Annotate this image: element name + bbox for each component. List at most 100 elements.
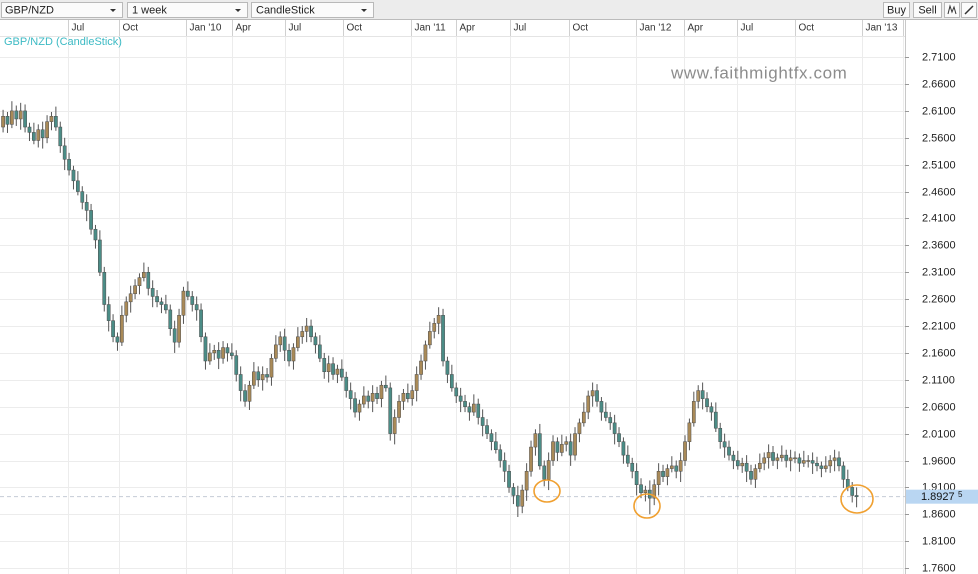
candle-body	[208, 352, 212, 362]
candle-body	[128, 293, 133, 303]
button-box[interactable]	[944, 2, 960, 18]
x-tick-label: Apr	[236, 23, 252, 34]
candle-body	[612, 422, 617, 434]
series-label: GBP/NZD (CandleStick)	[4, 36, 122, 48]
candle-body	[568, 441, 573, 456]
candle-body	[498, 449, 503, 461]
candle-body	[287, 349, 291, 362]
candle-body	[850, 487, 855, 496]
candle-body	[203, 336, 208, 362]
draw-button[interactable]	[961, 2, 977, 18]
candle-body	[159, 301, 164, 305]
candle-body	[590, 390, 595, 397]
annotations	[533, 479, 874, 519]
candle-body	[84, 202, 89, 211]
buy-button[interactable]: Buy	[883, 2, 910, 18]
candle-body	[269, 358, 274, 378]
last-price-digit: 5	[958, 490, 963, 499]
candle-body	[533, 433, 538, 448]
candle-body	[669, 465, 674, 469]
y-tick-label: 2.2100	[922, 320, 956, 332]
icon	[947, 4, 957, 15]
candle-body	[10, 110, 14, 125]
candle-body	[186, 290, 190, 297]
candle-body	[212, 349, 217, 354]
candle-body	[23, 110, 27, 128]
candle-body	[98, 239, 102, 273]
icon	[964, 5, 974, 15]
candle-body	[757, 462, 762, 469]
candle-body	[775, 457, 780, 461]
candle-body	[784, 454, 789, 461]
button-box[interactable]	[883, 2, 910, 18]
candle-body	[801, 460, 806, 464]
candle-body	[370, 393, 375, 402]
candle-body	[463, 401, 467, 407]
candle-body	[665, 468, 670, 477]
dropdown-arrow	[110, 9, 116, 12]
candle-body	[124, 301, 129, 316]
interval-select[interactable]: 1 week	[127, 2, 248, 18]
candle-body	[709, 406, 714, 413]
candle-body	[234, 355, 239, 375]
candle-body	[577, 422, 582, 434]
x-tick-label: Oct	[347, 23, 363, 34]
candle-body	[190, 296, 195, 305]
candle-body	[423, 344, 428, 362]
candle-body	[300, 331, 305, 338]
y-tick-label: 2.4100	[922, 212, 956, 224]
candle-body	[691, 401, 696, 424]
candle-body	[485, 425, 489, 434]
candle-body	[76, 180, 80, 192]
price-axis: 2.7100 2.6600 2.6100 2.5600 2.5100 2.4600 2.41…	[905, 51, 978, 574]
candle-body	[45, 121, 49, 139]
candle-body	[458, 395, 463, 402]
candle-body	[62, 145, 67, 160]
x-tick-label: Oct	[573, 23, 589, 34]
select-box[interactable]	[127, 2, 248, 18]
candle-body	[177, 315, 181, 343]
indicator-button[interactable]	[944, 2, 960, 18]
candle-body	[749, 471, 753, 480]
select-box[interactable]	[251, 2, 374, 18]
candle-body	[5, 116, 10, 125]
candle-body	[564, 441, 569, 445]
style-select[interactable]: CandleStick	[251, 2, 374, 18]
candle-body	[410, 390, 415, 399]
candle-body	[339, 368, 344, 378]
candle-body	[36, 129, 41, 141]
candle-body	[771, 452, 775, 461]
candle-body	[150, 288, 155, 297]
candle-body	[700, 390, 705, 399]
candle-body	[256, 371, 261, 381]
sell-button[interactable]: Sell	[913, 2, 942, 18]
y-tick-label: 1.8100	[922, 535, 956, 547]
candle-body	[828, 460, 833, 467]
candle-body	[625, 454, 630, 464]
x-tick-label: Apr	[460, 23, 476, 34]
y-tick-label: 2.7100	[922, 51, 956, 63]
candle-body	[819, 465, 824, 469]
symbol-select[interactable]: GBP/NZD	[1, 2, 123, 18]
candle-body	[502, 460, 507, 472]
candle-body	[436, 315, 441, 324]
candle-body	[344, 376, 349, 391]
buy-label: Buy	[887, 4, 906, 16]
candle-body	[793, 457, 797, 460]
candle-body	[181, 290, 186, 316]
button-box[interactable]	[913, 2, 942, 18]
candle-body	[304, 325, 309, 332]
y-tick-label: 2.3100	[922, 266, 956, 278]
candle-body	[507, 471, 511, 488]
candle-body	[296, 336, 300, 348]
x-tick-label: Oct	[799, 23, 815, 34]
candle-body	[397, 401, 401, 418]
candle-body	[379, 384, 384, 399]
select-box[interactable]	[1, 2, 123, 18]
candle-body	[555, 441, 560, 453]
candle-body	[133, 285, 137, 295]
candle-body	[32, 132, 36, 141]
candle-body	[331, 363, 335, 375]
candle-body	[247, 384, 252, 402]
